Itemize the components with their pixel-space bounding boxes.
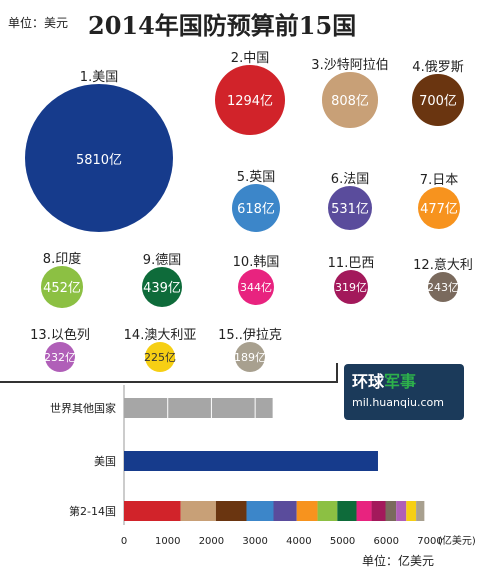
bar-segment-8 xyxy=(317,501,338,521)
bubble-label: 5.英国 xyxy=(236,169,276,185)
bar-2 xyxy=(124,451,378,471)
x-tick-label: 5000 xyxy=(330,536,355,547)
bubble-label: 2.中国 xyxy=(230,51,270,67)
logo-name-part1: 环球 xyxy=(352,372,385,391)
bar-segment-13 xyxy=(396,501,407,521)
bubble-3: 808亿 xyxy=(322,72,378,128)
category-label: 第2-14国 xyxy=(69,504,116,518)
logo-url: mil.huanqiu.com xyxy=(352,396,444,409)
bar-segment-12 xyxy=(385,501,397,521)
bar-segment-5 xyxy=(246,501,274,521)
bubble-label: 7.日本 xyxy=(419,172,459,188)
x-tick-label: 3000 xyxy=(242,536,267,547)
bubble-13: 232亿 xyxy=(44,342,76,372)
bar-segment-9 xyxy=(337,501,357,521)
huanqiu-logo: 环球军事 mil.huanqiu.com xyxy=(344,364,464,420)
bubble-value: 189亿 xyxy=(234,351,266,364)
unit-label: 单位：美元 xyxy=(8,16,69,30)
bubble-value: 1294亿 xyxy=(226,94,274,110)
divider-vertical xyxy=(336,363,338,383)
chart-title: 2014年国防预算前15国 xyxy=(88,11,357,40)
bubble-label: 14.澳大利亚 xyxy=(123,328,197,343)
bubble-value: 225亿 xyxy=(144,351,176,364)
bubble-label: 12.意大利 xyxy=(413,257,473,273)
bubble-9: 439亿 xyxy=(141,266,183,308)
bubble-value: 618亿 xyxy=(237,202,275,218)
bubble-value: 531亿 xyxy=(331,202,369,218)
x-tick-label: 1000 xyxy=(155,536,180,547)
bar-segment-2 xyxy=(124,501,181,521)
bar-segment-10 xyxy=(356,501,372,521)
bar-segment-11 xyxy=(371,501,386,521)
bubble-value: 700亿 xyxy=(419,94,457,110)
bar-1 xyxy=(124,398,273,418)
bubble-value: 452亿 xyxy=(43,281,81,297)
bubble-value: 232亿 xyxy=(44,351,76,364)
bubble-label: 13.以色列 xyxy=(30,328,90,343)
bubble-8: 452亿 xyxy=(41,266,83,308)
bar-unit-label: 单位：亿美元 xyxy=(362,554,435,568)
bubble-15: 189亿 xyxy=(234,342,266,372)
bubble-5: 618亿 xyxy=(231,183,281,233)
x-tick-label: 0 xyxy=(121,536,127,547)
bubble-14: 225亿 xyxy=(144,342,176,372)
bar-segment-3 xyxy=(180,501,216,521)
category-label: 美国 xyxy=(94,455,116,468)
bar-segment-14 xyxy=(406,501,417,521)
bubble-label: 11.巴西 xyxy=(327,255,375,271)
divider-horizontal xyxy=(0,381,336,383)
logo-title: 环球军事 xyxy=(352,368,416,392)
category-label: 世界其他国家 xyxy=(50,401,116,415)
x-tick-label: 2000 xyxy=(199,536,224,547)
bar-segment-15 xyxy=(416,501,425,521)
bubble-1: 5810亿 xyxy=(25,84,173,232)
bubble-label: 1.美国 xyxy=(79,70,119,85)
bubble-label: 10.韩国 xyxy=(232,254,280,270)
bubble-label: 3.沙特阿拉伯 xyxy=(311,58,389,74)
bar-segment-6 xyxy=(273,501,297,521)
x-tick-label: 7000 xyxy=(417,536,442,547)
bubble-value: 243亿 xyxy=(427,280,459,294)
bubble-label: 6.法国 xyxy=(330,171,370,187)
bubble-label: 4.俄罗斯 xyxy=(412,60,464,76)
bubble-value: 319亿 xyxy=(334,280,367,294)
logo-name-part2: 军事 xyxy=(384,372,417,391)
bubble-10: 344亿 xyxy=(237,268,274,305)
bubble-4: 700亿 xyxy=(412,74,464,126)
bubble-6: 531亿 xyxy=(327,185,373,231)
x-tick-label: 6000 xyxy=(374,536,399,547)
bubble-value: 808亿 xyxy=(331,94,369,110)
x-axis-unit: (亿美元) xyxy=(438,534,476,547)
bar-segment-7 xyxy=(296,501,318,521)
x-tick-label: 4000 xyxy=(286,536,311,547)
bubble-value: 477亿 xyxy=(420,202,458,218)
bubble-2: 1294亿 xyxy=(215,65,285,135)
bubble-12: 243亿 xyxy=(427,271,459,303)
bubble-value: 439亿 xyxy=(143,281,181,297)
bubble-value: 344亿 xyxy=(239,280,272,294)
bubble-7: 477亿 xyxy=(417,186,461,230)
bubble-value: 5810亿 xyxy=(75,152,123,168)
bubble-label: 8.印度 xyxy=(42,252,82,268)
bubble-11: 319亿 xyxy=(333,269,369,305)
bubble-label: 9.德国 xyxy=(142,252,182,268)
bubble-label: 15..伊拉克 xyxy=(218,328,282,343)
bar-segment-4 xyxy=(215,501,247,521)
